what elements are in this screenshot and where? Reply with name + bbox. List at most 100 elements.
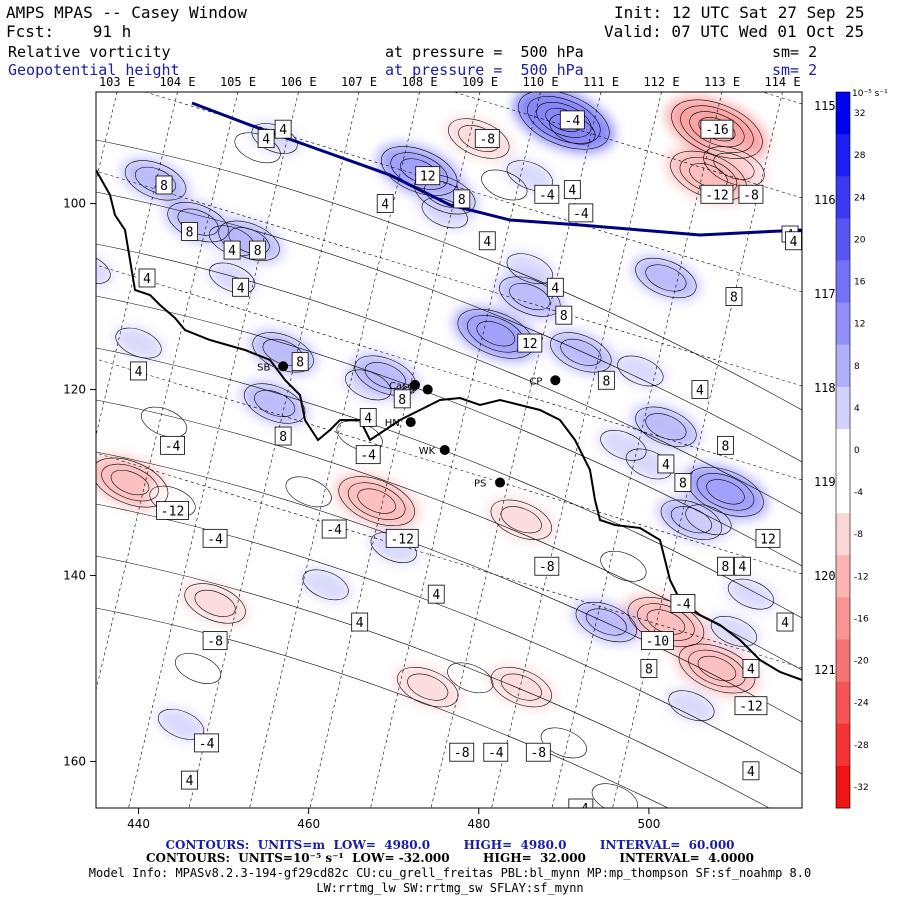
longitude-label: 109 E	[462, 75, 498, 89]
contour-label-box	[555, 305, 573, 325]
colorbar-segment	[836, 471, 850, 514]
vorticity-contour	[506, 160, 553, 192]
colorbar-unit-label: 10⁻⁵ s⁻¹	[852, 89, 888, 99]
longitude-line	[551, 92, 723, 808]
vorticity-shading	[572, 600, 641, 644]
contour-label-box	[657, 454, 675, 474]
longitude-line	[128, 92, 299, 808]
contour-label-box	[534, 184, 560, 204]
contour-label: -8	[530, 746, 546, 761]
longitude-label: 103 E	[99, 75, 135, 89]
contour-label: 8	[602, 374, 610, 389]
contour-label: -4	[573, 802, 589, 817]
contour-label-box	[155, 175, 173, 195]
vorticity-shading	[155, 707, 207, 742]
vorticity-shading	[665, 689, 717, 723]
longitude-label: 108 E	[401, 75, 437, 89]
vorticity-contour	[506, 253, 553, 285]
vorticity-shading	[632, 256, 700, 300]
longitude-line	[612, 92, 783, 808]
contour-label: 8	[296, 356, 304, 371]
contour-label: -4	[675, 597, 691, 612]
contour-label-box	[691, 380, 709, 399]
colorbar-segment	[836, 723, 850, 767]
vorticity-contour	[96, 451, 802, 723]
vorticity-contour	[680, 105, 754, 153]
colorbar-tick-label: 24	[854, 193, 866, 203]
station-label: PS	[474, 479, 486, 490]
vorticity-contour	[448, 118, 510, 159]
contour-label: 4	[279, 123, 287, 138]
colorbar-segment	[836, 218, 850, 261]
longitude-label: 107 E	[341, 75, 377, 89]
contour-label: 12	[760, 532, 776, 547]
contour-label-box	[355, 445, 381, 465]
vorticity-contour	[96, 555, 770, 808]
vorticity-contour	[617, 355, 664, 387]
vorticity-contour	[710, 615, 758, 647]
contour-label: 4	[739, 560, 747, 575]
longitude-line	[491, 92, 662, 808]
station-marker	[409, 379, 420, 390]
colorbar-segment	[836, 260, 850, 304]
plot-frame	[95, 91, 803, 809]
vorticity-contour	[135, 166, 177, 194]
vorticity-contour	[575, 601, 638, 643]
contour-label-box	[130, 361, 147, 381]
colorbar-tick-label: 4	[854, 404, 860, 414]
colorbar-segment	[836, 386, 850, 430]
contour-label: 4	[432, 588, 440, 603]
contour-label-box	[517, 333, 543, 353]
station-marker	[495, 477, 506, 488]
colorbar-tick-label: -24	[854, 699, 869, 709]
longitude-label: 112 E	[643, 75, 679, 89]
contour-label: 4	[186, 774, 194, 789]
vorticity-contour	[447, 662, 494, 694]
contour-label-box	[181, 770, 198, 790]
contour-label: 4	[483, 235, 491, 250]
y-tick-label: 140	[63, 569, 86, 583]
contour-label: 4	[781, 616, 789, 631]
contour-label-box	[160, 435, 185, 455]
contour-label-box	[427, 584, 445, 604]
colorbar-tick-label: 12	[854, 320, 865, 330]
vorticity-contour	[302, 569, 349, 601]
station-marker	[278, 361, 289, 372]
contour-label-box	[393, 389, 411, 409]
vorticity-shading	[300, 568, 352, 602]
contour-label: -8	[479, 132, 495, 147]
vorticity-contour	[688, 649, 746, 688]
contour-label-box	[755, 528, 781, 548]
field1-name: Relative vorticity	[8, 43, 171, 61]
vorticity-contour	[689, 111, 745, 148]
station-label: SB	[257, 362, 270, 373]
contour-label-box	[674, 473, 692, 492]
colorbar-tick-label: 16	[854, 278, 866, 288]
station-label: CP	[529, 376, 542, 387]
vorticity-contour	[381, 146, 458, 196]
vorticity-contour	[157, 708, 205, 740]
colorbar-tick-label: 0	[854, 446, 860, 456]
x-tick-label: 440	[127, 817, 150, 831]
vorticity-contour	[490, 499, 552, 540]
contour-label-box	[194, 733, 219, 753]
vorticity-contour	[397, 667, 459, 708]
colorbar-segment	[836, 681, 850, 725]
vorticity-contour	[347, 482, 406, 520]
contour-label: 4	[568, 184, 576, 199]
longitude-label: 104 E	[159, 75, 195, 89]
longitude-line	[370, 92, 541, 808]
vorticity-contour	[706, 479, 745, 505]
colorbar-tick-label: -12	[854, 572, 869, 582]
contour-label: 4	[747, 663, 755, 678]
contour-label: 4	[381, 198, 389, 213]
vorticity-shading	[487, 497, 556, 542]
vorticity-contour	[96, 347, 802, 619]
contour-label: -4	[539, 188, 555, 203]
vorticity-contour	[509, 283, 551, 311]
forecast-hour: Fcst: 91 h	[6, 22, 132, 41]
vorticity-shading	[444, 661, 496, 695]
contour-label: -12	[390, 532, 413, 547]
y-tick-label: 120	[63, 383, 86, 397]
x-tick-label: 480	[467, 817, 490, 831]
